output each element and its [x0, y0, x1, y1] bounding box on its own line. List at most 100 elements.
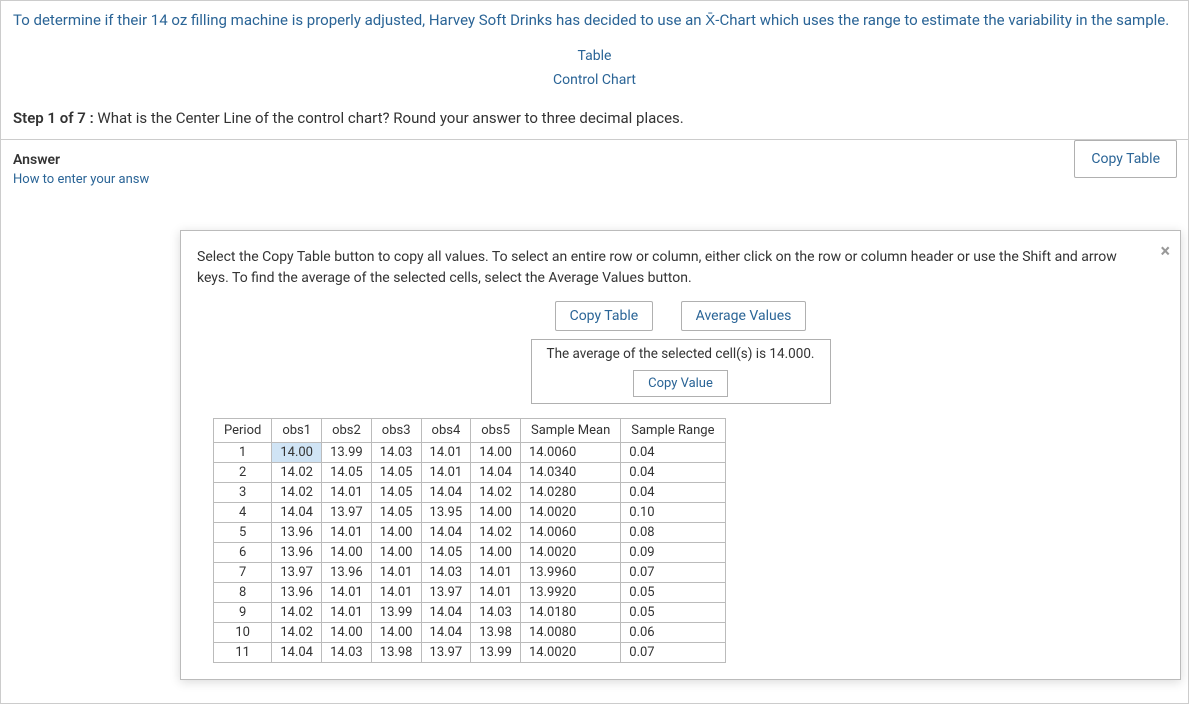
table-cell[interactable]: 14.01 [322, 523, 372, 543]
table-cell[interactable]: 14.04 [421, 603, 471, 623]
table-cell[interactable]: 14.05 [371, 483, 421, 503]
table-cell[interactable]: 14.02 [272, 603, 322, 623]
table-cell[interactable]: 14.00 [371, 623, 421, 643]
table-cell[interactable]: 14.03 [421, 563, 471, 583]
table-cell[interactable]: 14.02 [471, 523, 521, 543]
table-cell[interactable]: 13.99 [471, 643, 521, 663]
table-cell[interactable]: 14.0020 [521, 543, 621, 563]
table-cell[interactable]: 7 [214, 563, 272, 583]
table-cell[interactable]: 14.0280 [521, 483, 621, 503]
table-cell[interactable]: 14.0180 [521, 603, 621, 623]
table-link[interactable]: Table [1, 44, 1188, 68]
table-header-obs1[interactable]: obs1 [272, 419, 322, 443]
table-cell[interactable]: 14.03 [371, 443, 421, 463]
table-cell[interactable]: 2 [214, 463, 272, 483]
table-cell[interactable]: 14.02 [272, 483, 322, 503]
table-cell[interactable]: 14.00 [371, 543, 421, 563]
table-cell[interactable]: 14.01 [371, 563, 421, 583]
copy-table-button[interactable]: Copy Table [555, 301, 654, 331]
table-cell[interactable]: 14.0080 [521, 623, 621, 643]
table-cell[interactable]: 14.04 [272, 503, 322, 523]
table-cell[interactable]: 14.01 [322, 603, 372, 623]
close-icon[interactable]: × [1160, 241, 1170, 262]
table-cell[interactable]: 14.04 [421, 483, 471, 503]
table-cell[interactable]: 13.96 [272, 543, 322, 563]
table-cell[interactable]: 14.01 [421, 443, 471, 463]
table-cell[interactable]: 11 [214, 643, 272, 663]
table-cell[interactable]: 14.01 [322, 583, 372, 603]
table-cell[interactable]: 13.97 [421, 643, 471, 663]
table-cell[interactable]: 14.05 [371, 503, 421, 523]
copy-value-button[interactable]: Copy Value [633, 370, 728, 397]
table-cell[interactable]: 14.04 [471, 463, 521, 483]
table-cell[interactable]: 3 [214, 483, 272, 503]
table-cell[interactable]: 13.96 [272, 523, 322, 543]
table-cell[interactable]: 14.01 [421, 463, 471, 483]
table-cell[interactable]: 14.05 [421, 543, 471, 563]
table-cell[interactable]: 14.0020 [521, 503, 621, 523]
table-cell[interactable]: 5 [214, 523, 272, 543]
table-header-obs4[interactable]: obs4 [421, 419, 471, 443]
table-cell[interactable]: 14.05 [371, 463, 421, 483]
table-cell[interactable]: 14.01 [322, 483, 372, 503]
answer-hint[interactable]: How to enter your answ [13, 172, 209, 187]
table-cell[interactable]: 9 [214, 603, 272, 623]
table-cell[interactable]: 14.00 [471, 543, 521, 563]
table-cell[interactable]: 0.09 [621, 543, 725, 563]
table-header-sample-range[interactable]: Sample Range [621, 419, 725, 443]
table-cell[interactable]: 14.0340 [521, 463, 621, 483]
control-chart-link[interactable]: Control Chart [1, 68, 1188, 92]
table-cell[interactable]: 14.00 [471, 443, 521, 463]
table-cell[interactable]: 13.99 [322, 443, 372, 463]
table-cell[interactable]: 14.0060 [521, 443, 621, 463]
table-cell[interactable]: 13.9960 [521, 563, 621, 583]
table-cell[interactable]: 6 [214, 543, 272, 563]
table-cell[interactable]: 14.01 [471, 583, 521, 603]
table-cell[interactable]: 14.00 [322, 623, 372, 643]
table-cell[interactable]: 14.04 [421, 623, 471, 643]
table-cell[interactable]: 14.01 [471, 563, 521, 583]
table-cell[interactable]: 14.00 [322, 543, 372, 563]
table-cell[interactable]: 13.99 [371, 603, 421, 623]
table-cell[interactable]: 13.98 [371, 643, 421, 663]
table-cell[interactable]: 13.9920 [521, 583, 621, 603]
average-values-button[interactable]: Average Values [681, 301, 807, 331]
table-header-period[interactable]: Period [214, 419, 272, 443]
table-cell[interactable]: 13.96 [272, 583, 322, 603]
table-header-obs3[interactable]: obs3 [371, 419, 421, 443]
table-cell[interactable]: 1 [214, 443, 272, 463]
table-cell[interactable]: 14.0060 [521, 523, 621, 543]
table-cell[interactable]: 14.00 [272, 443, 322, 463]
table-cell[interactable]: 14.03 [471, 603, 521, 623]
table-cell[interactable]: 0.08 [621, 523, 725, 543]
table-cell[interactable]: 4 [214, 503, 272, 523]
table-cell[interactable]: 0.04 [621, 483, 725, 503]
table-cell[interactable]: 13.96 [322, 563, 372, 583]
table-cell[interactable]: 13.97 [272, 563, 322, 583]
table-cell[interactable]: 0.05 [621, 603, 725, 623]
table-cell[interactable]: 14.02 [471, 483, 521, 503]
table-cell[interactable]: 14.02 [272, 463, 322, 483]
table-cell[interactable]: 14.0020 [521, 643, 621, 663]
table-cell[interactable]: 14.02 [272, 623, 322, 643]
table-cell[interactable]: 0.04 [621, 443, 725, 463]
table-cell[interactable]: 10 [214, 623, 272, 643]
table-cell[interactable]: 14.01 [371, 583, 421, 603]
table-cell[interactable]: 0.06 [621, 623, 725, 643]
table-cell[interactable]: 0.10 [621, 503, 725, 523]
table-header-obs2[interactable]: obs2 [322, 419, 372, 443]
table-cell[interactable]: 14.00 [371, 523, 421, 543]
table-cell[interactable]: 0.04 [621, 463, 725, 483]
table-cell[interactable]: 0.07 [621, 643, 725, 663]
table-cell[interactable]: 8 [214, 583, 272, 603]
table-header-sample-mean[interactable]: Sample Mean [521, 419, 621, 443]
table-cell[interactable]: 13.95 [421, 503, 471, 523]
table-cell[interactable]: 14.04 [272, 643, 322, 663]
table-cell[interactable]: 14.04 [421, 523, 471, 543]
table-cell[interactable]: 0.07 [621, 563, 725, 583]
table-cell[interactable]: 14.03 [322, 643, 372, 663]
table-cell[interactable]: 14.05 [322, 463, 372, 483]
table-cell[interactable]: 13.97 [421, 583, 471, 603]
table-cell[interactable]: 0.05 [621, 583, 725, 603]
table-cell[interactable]: 13.98 [471, 623, 521, 643]
